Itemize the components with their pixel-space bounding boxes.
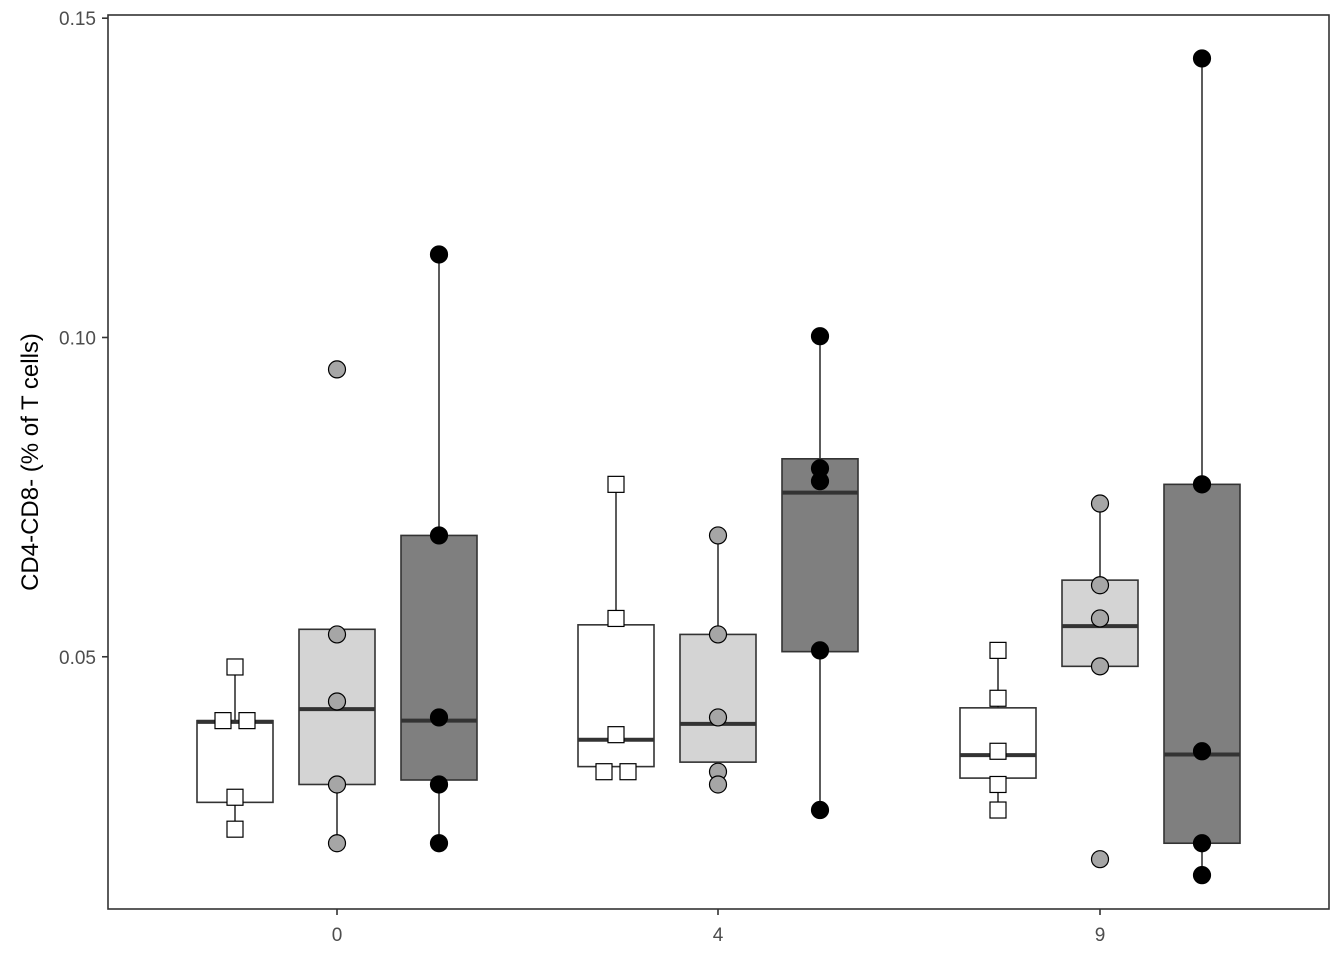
box (400, 534, 478, 781)
data-point (429, 834, 449, 853)
data-point (238, 712, 256, 730)
data-point (708, 775, 728, 794)
data-point (989, 689, 1007, 707)
axes: 0.05 0.10 0.15 0 4 9 (59, 9, 1105, 946)
data-point (429, 708, 449, 727)
data-point (1090, 494, 1110, 513)
data-point (1192, 49, 1212, 68)
data-point (226, 788, 244, 806)
data-point (708, 625, 728, 644)
data-point (429, 245, 449, 264)
data-point (810, 641, 830, 660)
data-point (1192, 475, 1212, 494)
data-point (1192, 866, 1212, 885)
box (577, 624, 655, 768)
data-point (327, 775, 347, 794)
data-point (607, 726, 625, 744)
x-tick-label: 4 (713, 925, 724, 946)
data-point (214, 712, 232, 730)
data-point (708, 526, 728, 545)
y-tick-label: 0.05 (59, 648, 96, 669)
data-point (989, 775, 1007, 794)
data-point (1192, 834, 1212, 853)
data-point (1090, 609, 1110, 628)
data-point (607, 609, 625, 628)
data-point (1090, 850, 1110, 869)
data-point (226, 820, 244, 838)
data-point (1090, 576, 1110, 595)
data-point (327, 625, 347, 644)
data-point (595, 763, 613, 781)
data-point (989, 742, 1007, 760)
box (1163, 483, 1241, 845)
data-point (810, 472, 830, 491)
data-point (327, 360, 347, 379)
data-point (619, 763, 637, 781)
data-point (989, 801, 1007, 819)
data-point (327, 834, 347, 853)
x-tick-label: 9 (1095, 925, 1106, 946)
data-point (810, 800, 830, 820)
data-point (607, 475, 625, 493)
data-point (327, 692, 347, 711)
chart-marks (196, 49, 1241, 885)
data-point (989, 641, 1007, 659)
data-point (1090, 657, 1110, 676)
y-tick-label: 0.10 (59, 328, 96, 349)
data-point (226, 658, 244, 676)
data-point (810, 327, 830, 346)
box (679, 633, 757, 763)
y-tick-label: 0.15 (59, 9, 96, 30)
y-axis-title: CD4-CD8- (% of T cells) (17, 333, 44, 591)
data-point (1192, 742, 1212, 761)
x-tick-label: 0 (332, 925, 343, 946)
data-point (708, 708, 728, 727)
data-point (429, 526, 449, 545)
data-point (429, 775, 449, 794)
